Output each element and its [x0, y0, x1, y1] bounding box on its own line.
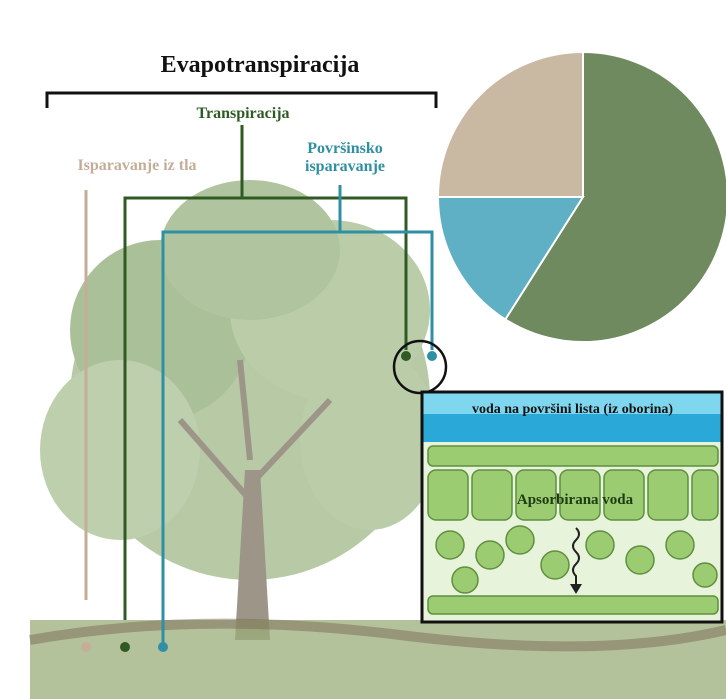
drop [158, 642, 168, 652]
label-absorbed: Apsorbirana voda [490, 492, 660, 509]
page: Evapotranspiracija Transpiracija Površin… [0, 0, 726, 699]
label-water: voda na površini lista (iz oborina) [445, 402, 700, 418]
drop [401, 351, 411, 361]
title: Evapotranspiracija [120, 52, 400, 80]
pie-chart [438, 52, 726, 342]
drop [427, 351, 437, 361]
label-soil: Isparavanje iz tla [52, 157, 222, 175]
drop [120, 642, 130, 652]
label-transpiration: Transpiracija [168, 105, 318, 123]
illustration [0, 0, 726, 699]
drop [81, 642, 91, 652]
label-surface: Površinsko isparavanje [290, 140, 400, 177]
